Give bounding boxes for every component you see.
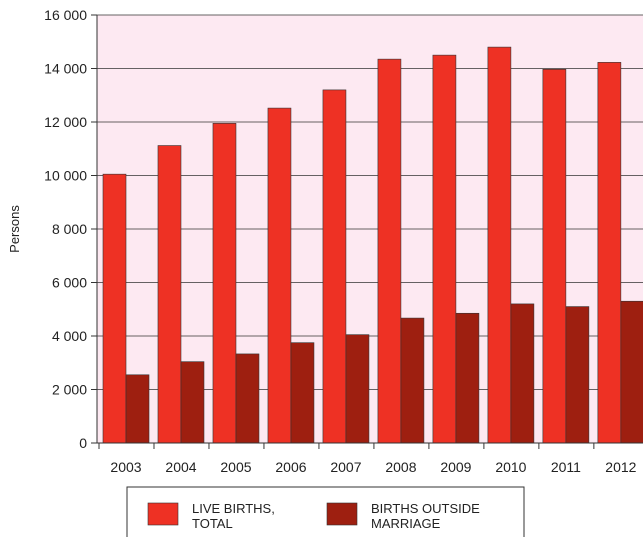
legend-label: BIRTHS OUTSIDE MARRIAGE: [371, 501, 480, 531]
legend: LIVE BIRTHS, TOTAL BIRTHS OUTSIDE MARRIAGE: [126, 486, 525, 537]
bar-live-births: [487, 46, 512, 444]
legend-box: [126, 486, 525, 537]
bar-live-births: [157, 145, 182, 444]
x-tick-label: 2006: [275, 459, 306, 475]
y-tick-label: 8 000: [52, 221, 87, 237]
bar-live-births: [542, 69, 567, 444]
y-axis-title: Persons: [7, 205, 22, 253]
y-tick-label: 16 000: [44, 7, 87, 23]
x-tick-label: 2008: [385, 459, 416, 475]
legend-swatch: [147, 502, 179, 526]
legend-swatch: [326, 502, 358, 526]
y-tick-label: 6 000: [52, 275, 87, 291]
bar-births-outside-marriage: [620, 300, 643, 444]
x-tick-label: 2010: [495, 459, 526, 475]
bars: [102, 46, 643, 444]
y-tick-label: 2 000: [52, 382, 87, 398]
y-tick-label: 0: [79, 435, 87, 451]
y-tick-label: 10 000: [44, 168, 87, 184]
x-tick-label: 2012: [605, 459, 636, 475]
bar-live-births: [597, 62, 622, 444]
bar-births-outside-marriage: [125, 374, 150, 444]
legend-label: LIVE BIRTHS, TOTAL: [192, 501, 275, 531]
bar-live-births: [377, 58, 402, 444]
bar-live-births: [267, 107, 292, 444]
y-tick-label: 12 000: [44, 114, 87, 130]
y-axis: 0 2 000 4 000 6 000 8 000 10 000 12 000 14 000 1…: [44, 7, 98, 451]
bar-births-outside-marriage: [345, 334, 370, 444]
x-tick-label: 2007: [330, 459, 361, 475]
bar-live-births: [102, 173, 127, 444]
y-tick-label: 4 000: [52, 328, 87, 344]
x-tick-label: 2003: [110, 459, 141, 475]
x-tick-label: 2011: [551, 459, 581, 475]
bar-births-outside-marriage: [565, 306, 590, 444]
bar-live-births: [322, 89, 347, 444]
x-tick-label: 2005: [220, 459, 251, 475]
bar-births-outside-marriage: [510, 303, 535, 444]
bar-births-outside-marriage: [290, 342, 315, 444]
bar-births-outside-marriage: [180, 361, 205, 444]
x-axis: 2003 2004 2005 2006 2007 2008 2009 2010 2011 2012: [97, 442, 643, 475]
bar-live-births: [212, 123, 237, 444]
bar-births-outside-marriage: [400, 317, 425, 444]
bar-live-births: [432, 54, 457, 444]
x-tick-label: 2004: [165, 459, 196, 475]
bar-births-outside-marriage: [455, 312, 480, 444]
x-tick-label: 2009: [440, 459, 471, 475]
bar-births-outside-marriage: [235, 353, 260, 444]
y-tick-label: 14 000: [44, 61, 87, 77]
